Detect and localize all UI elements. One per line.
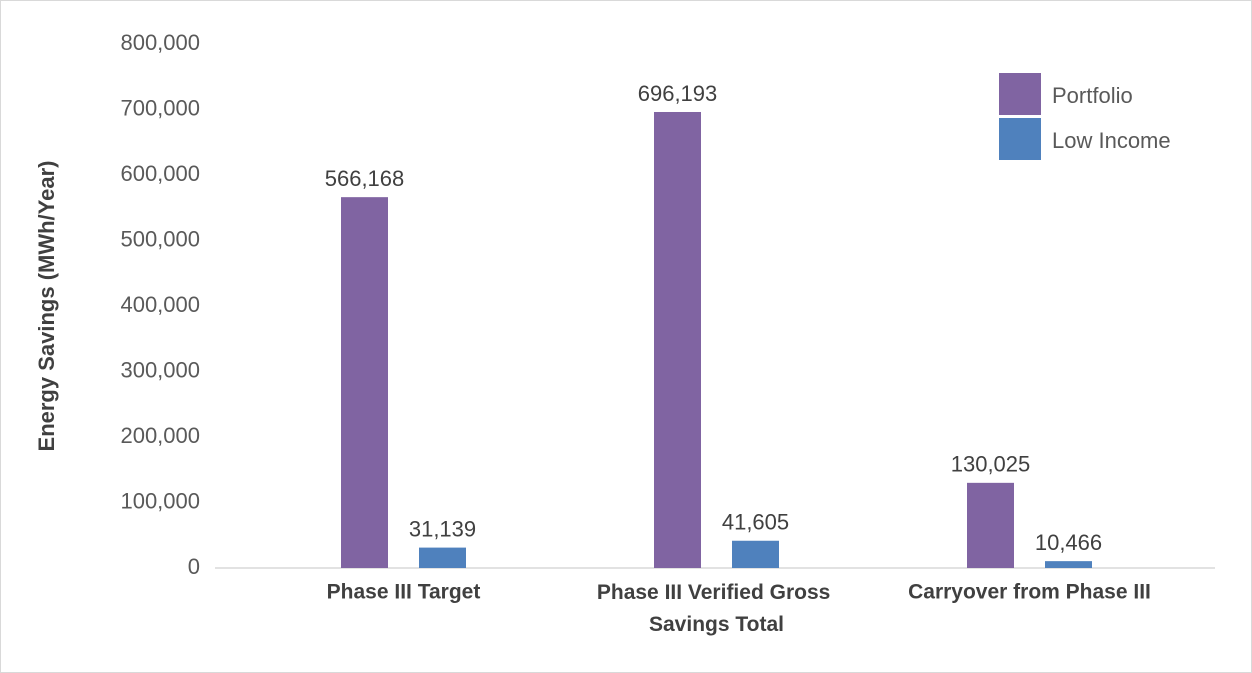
legend-label: Low Income [1052,128,1171,153]
y-tick-label: 200,000 [120,423,200,448]
y-axis-label: Energy Savings (MWh/Year) [34,161,59,452]
y-tick-label: 800,000 [120,30,200,55]
data-label: 31,139 [409,516,476,541]
data-label: 130,025 [951,452,1031,477]
y-tick-label: 700,000 [120,95,200,120]
y-tick-label: 0 [188,554,200,579]
bar [967,482,1014,568]
x-tick-label: Carryover from Phase III [908,581,1151,604]
bar [419,547,466,568]
bar [732,540,779,568]
bar [1045,561,1092,568]
y-tick-label: 500,000 [120,226,200,251]
data-label: 566,168 [325,166,405,191]
legend-swatch [999,73,1041,115]
y-tick-label: 100,000 [120,488,200,513]
y-tick-label: 600,000 [120,161,200,186]
data-label: 41,605 [722,510,789,535]
data-label: 10,466 [1035,530,1102,555]
x-tick-label: Phase III Verified Gross Savings Total [597,581,836,636]
legend-label: Portfolio [1052,83,1133,108]
y-tick-label: 400,000 [120,292,200,317]
y-tick-label: 300,000 [120,357,200,382]
bar [341,197,388,568]
bar [654,111,701,568]
data-label: 696,193 [638,81,718,106]
legend-swatch [999,118,1041,160]
x-tick-label: Phase III Target [327,581,481,604]
